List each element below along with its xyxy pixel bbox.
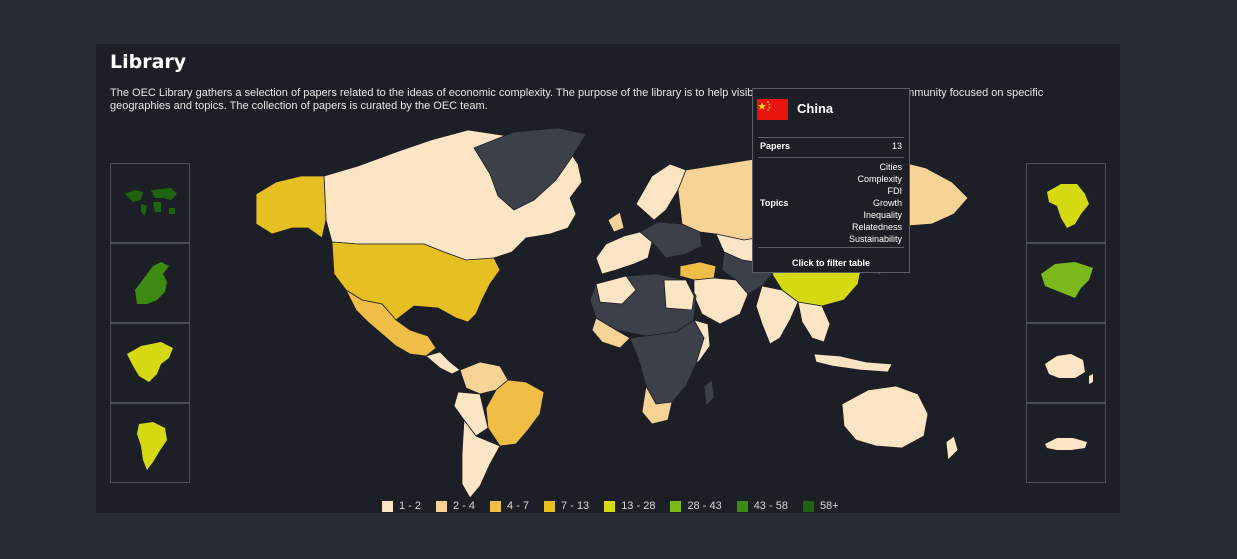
legend-label: 7 - 13 — [561, 500, 590, 512]
legend-swatch — [736, 500, 748, 512]
tooltip-topic: FDI — [887, 186, 903, 196]
tooltip-divider — [758, 247, 904, 248]
legend-label: 43 - 58 — [753, 500, 788, 512]
legend-item[interactable]: 1 - 2 — [382, 500, 421, 512]
tooltip-topic: Growth — [872, 198, 902, 208]
country-central-america[interactable] — [425, 351, 461, 375]
legend-label: 4 - 7 — [507, 500, 530, 512]
region-thumb-world[interactable] — [110, 163, 190, 243]
country-australia[interactable] — [841, 385, 929, 449]
country-east-africa[interactable] — [693, 319, 711, 365]
legend-item[interactable]: 7 - 13 — [544, 500, 589, 512]
country-alaska[interactable] — [255, 175, 327, 239]
legend-label: 13 - 28 — [621, 500, 656, 512]
legend-swatch — [802, 500, 814, 512]
tooltip-topics-list: Cities Complexity FDI Growth Inequality … — [849, 161, 902, 245]
legend-item[interactable]: 13 - 28 — [604, 500, 655, 512]
country-west-africa[interactable] — [591, 317, 631, 349]
region-thumb-asia[interactable] — [1026, 243, 1106, 323]
country-india[interactable] — [755, 285, 799, 345]
legend-swatch — [382, 500, 393, 512]
country-indonesia[interactable] — [813, 353, 893, 373]
country-uk[interactable] — [607, 211, 625, 233]
tooltip-filter-button[interactable]: Click to filter table — [791, 258, 871, 268]
legend-swatch — [544, 500, 556, 512]
region-thumb-oceania[interactable] — [1026, 323, 1106, 403]
tooltip-topic: Complexity — [857, 174, 902, 184]
legend-item[interactable]: 4 - 7 — [490, 500, 529, 512]
country-europe-central[interactable] — [639, 221, 703, 259]
legend-label: 2 - 4 — [453, 500, 476, 512]
library-panel: Library The OEC Library gathers a select… — [96, 44, 1120, 513]
country-europe-west[interactable] — [595, 231, 653, 275]
tooltip-divider — [758, 157, 904, 158]
tooltip-country-name: China — [797, 101, 834, 116]
region-thumb-europe[interactable] — [110, 243, 190, 323]
country-middle-east[interactable] — [693, 277, 749, 325]
page-description: The OEC Library gathers a selection of p… — [110, 87, 1044, 112]
legend-swatch — [490, 500, 502, 512]
legend-label: 1 - 2 — [399, 500, 422, 512]
region-thumb-north-america[interactable] — [110, 323, 190, 403]
country-new-zealand[interactable] — [945, 435, 959, 461]
china-flag-icon — [757, 99, 788, 120]
world-map — [255, 127, 969, 499]
country-southeast-asia[interactable] — [797, 301, 831, 343]
legend-swatch — [604, 500, 616, 512]
region-thumb-africa[interactable] — [1026, 163, 1106, 243]
tooltip-topic: Relatedness — [851, 222, 902, 232]
legend-item[interactable]: 2 - 4 — [436, 500, 475, 512]
country-turkey[interactable] — [679, 261, 717, 281]
legend-label: 58+ — [819, 500, 839, 512]
legend-item[interactable]: 28 - 43 — [670, 500, 722, 512]
legend-label: 28 - 43 — [687, 500, 722, 512]
country-central-africa[interactable] — [629, 319, 705, 405]
country-greenland[interactable] — [473, 127, 587, 211]
tooltip-papers-value: 13 — [891, 141, 902, 151]
country-morocco-algeria[interactable] — [595, 275, 637, 305]
legend-item[interactable]: 43 - 58 — [736, 500, 788, 512]
legend: 1 - 2 2 - 4 4 - 7 7 - 13 13 - 28 28 - 43 43 - … — [382, 500, 839, 512]
page-title: Library — [110, 51, 187, 73]
region-thumb-south-america[interactable] — [110, 403, 190, 483]
country-egypt[interactable] — [663, 279, 695, 311]
tooltip-divider — [758, 137, 904, 138]
tooltip-papers-label: Papers — [760, 141, 791, 151]
country-south-africa[interactable] — [641, 384, 673, 425]
tooltip-topic: Cities — [879, 162, 902, 172]
country-madagascar[interactable] — [703, 379, 715, 407]
legend-item[interactable]: 58+ — [802, 500, 839, 512]
country-brazil[interactable] — [485, 379, 545, 447]
region-thumb-antarctica[interactable] — [1026, 403, 1106, 483]
tooltip-topic: Inequality — [863, 210, 902, 220]
country-tooltip[interactable]: China Papers 13 Topics Cities Complexity… — [752, 88, 910, 273]
tooltip-topics-label: Topics — [760, 198, 789, 208]
legend-swatch — [670, 500, 682, 512]
country-mexico[interactable] — [345, 288, 437, 357]
legend-swatch — [436, 500, 448, 512]
tooltip-topic: Sustainability — [848, 234, 902, 244]
country-argentina[interactable] — [461, 418, 501, 499]
